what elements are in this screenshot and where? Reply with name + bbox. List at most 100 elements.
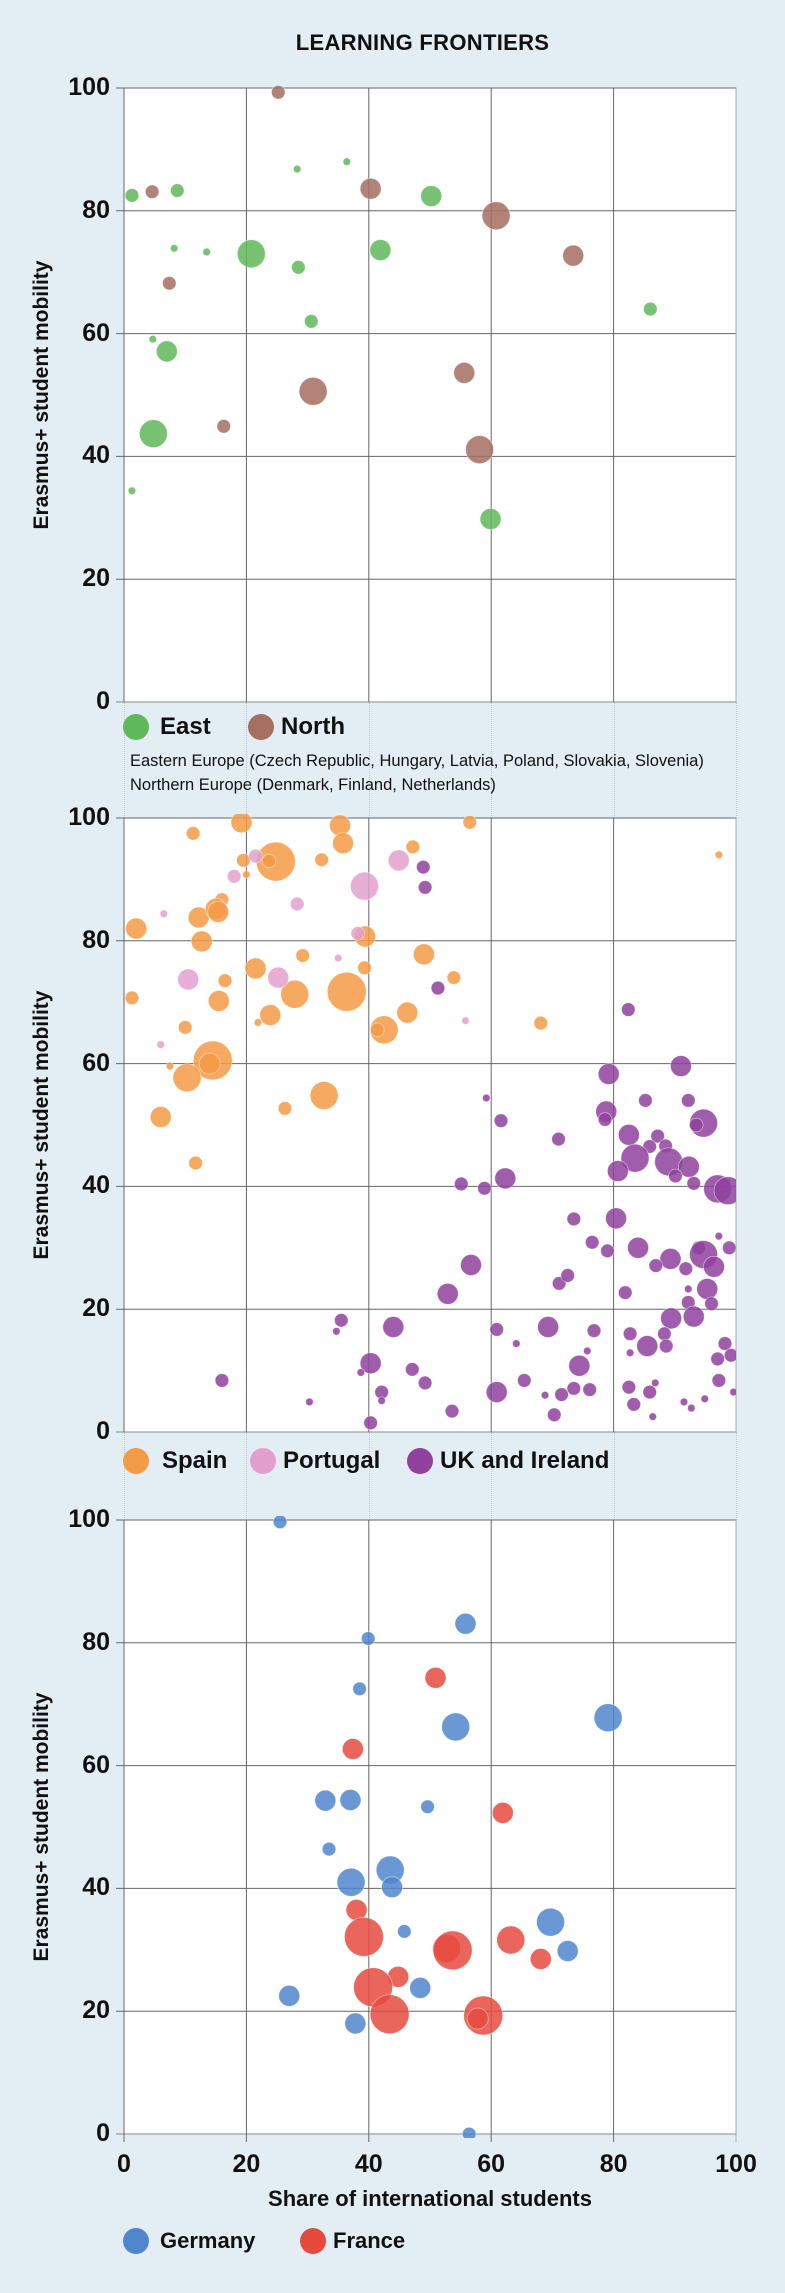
bubble-france [491, 1801, 514, 1824]
faint-gridline [736, 702, 737, 818]
bubble-uk-and-ireland [606, 1160, 629, 1182]
bubble-uk-and-ireland [686, 1176, 701, 1191]
bubble-uk-and-ireland [605, 1207, 627, 1230]
faint-gridline [491, 1432, 493, 1520]
bubble-portugal [387, 849, 410, 872]
legend-swatch-east [123, 714, 149, 740]
bubble-germany [461, 2126, 477, 2138]
x-tick-label: 60 [477, 2150, 506, 2178]
bubble-spain [207, 901, 230, 923]
faint-gridline [124, 702, 125, 818]
faint-gridline [368, 1432, 370, 1520]
bubble-uk-and-ireland [717, 1336, 733, 1351]
bubble-spain [332, 832, 354, 855]
bubble-uk-and-ireland [650, 1128, 665, 1144]
bubble-spain [236, 853, 251, 868]
note-eastern-europe: Eastern Europe (Czech Republic, Hungary,… [130, 752, 704, 770]
bubble-spain [242, 870, 251, 879]
bubble-uk-and-ireland [668, 1168, 683, 1184]
bubble-uk-and-ireland [454, 1176, 469, 1192]
bubble-east [479, 508, 502, 530]
bubble-uk-and-ireland [659, 1338, 674, 1354]
bubble-east [291, 260, 306, 275]
bubble-portugal [289, 896, 305, 912]
bubble-uk-and-ireland [332, 1327, 341, 1336]
bubble-uk-and-ireland [642, 1384, 657, 1400]
bubble-uk-and-ireland [618, 1285, 633, 1300]
bubble-spain [370, 1022, 385, 1038]
bubble-north [162, 276, 177, 291]
bubble-uk-and-ireland [710, 1351, 725, 1367]
bubble-uk-and-ireland [560, 1268, 575, 1283]
bubble-spain [207, 990, 230, 1012]
bubble-uk-and-ireland [334, 1313, 349, 1328]
x-tick-label: 80 [599, 2150, 628, 2178]
legend-swatch-germany [123, 2228, 149, 2254]
legend-label-spain: Spain [162, 1447, 228, 1474]
bubble-uk-and-ireland [627, 1236, 649, 1259]
bubble-uk-and-ireland [547, 1407, 562, 1423]
bubble-uk-and-ireland [363, 1415, 378, 1430]
y-tick-label: 0 [96, 687, 110, 715]
y-tick-label: 100 [68, 1505, 110, 1533]
bubble-uk-and-ireland [679, 1397, 689, 1407]
bubble-portugal [350, 926, 365, 941]
bubble-north [465, 435, 494, 465]
y-tick-label: 100 [68, 803, 110, 831]
bubble-uk-and-ireland [678, 1261, 694, 1276]
note-northern-europe: Northern Europe (Denmark, Finland, Nethe… [130, 776, 496, 794]
y-tick-label: 40 [82, 1873, 110, 1902]
bubble-east [127, 486, 137, 495]
bubble-spain [188, 1155, 203, 1171]
bubble-uk-and-ireland [597, 1112, 613, 1127]
bubble-portugal [333, 953, 343, 963]
bubble-portugal [350, 871, 379, 901]
y-tick-label: 100 [68, 73, 110, 101]
bubble-north [271, 85, 286, 100]
y-axis-label: Erasmus+ student mobility [30, 990, 53, 1260]
legend-label-france: France [333, 2228, 406, 2253]
bubble-north [359, 177, 382, 200]
x-axis-label: Share of international students [268, 2186, 592, 2211]
legend-swatch-portugal [250, 1448, 276, 1474]
bubble-germany [321, 1841, 337, 1857]
bubble-uk-and-ireland [540, 1390, 550, 1400]
bubble-uk-and-ireland [723, 1348, 736, 1363]
bubble-east [342, 157, 351, 166]
bubble-uk-and-ireland [493, 1113, 509, 1128]
bubble-east [170, 183, 185, 198]
bubble-france [344, 1917, 384, 1957]
bubble-east [643, 301, 658, 317]
bubble-north [562, 244, 585, 267]
faint-gridline [246, 702, 248, 818]
faint-gridline [491, 702, 493, 818]
bubble-uk-and-ireland [636, 1335, 659, 1357]
bubble-uk-and-ireland [566, 1381, 582, 1396]
bubble-uk-and-ireland [356, 1368, 366, 1377]
bubble-france [466, 2007, 489, 2030]
x-tick-label: 40 [354, 2150, 383, 2178]
bubble-east [155, 340, 178, 363]
legend-label-east: East [160, 713, 211, 740]
bubble-spain [253, 1018, 263, 1027]
y-tick-label: 20 [82, 1294, 110, 1323]
bubble-portugal [226, 869, 242, 884]
faint-gridline [246, 1432, 248, 1520]
bubble-uk-and-ireland [677, 1155, 700, 1178]
bubble-spain [326, 971, 367, 1012]
bubble-germany [420, 1799, 435, 1814]
bubble-spain [124, 990, 140, 1006]
bubble-spain [190, 930, 213, 953]
plot-background [123, 87, 737, 703]
bubble-uk-and-ireland [713, 1176, 736, 1206]
bubble-east [169, 244, 179, 253]
bubble-germany [278, 1984, 301, 2007]
bubble-uk-and-ireland [626, 1397, 641, 1412]
faint-gridline [736, 1432, 737, 1520]
bubble-spain [405, 839, 421, 855]
y-tick-label: 80 [82, 925, 110, 954]
y-axis-label: Erasmus+ student mobility [30, 260, 53, 530]
bubble-uk-and-ireland [621, 1002, 636, 1017]
plot-background [123, 1519, 737, 2135]
bubble-north [481, 201, 511, 231]
